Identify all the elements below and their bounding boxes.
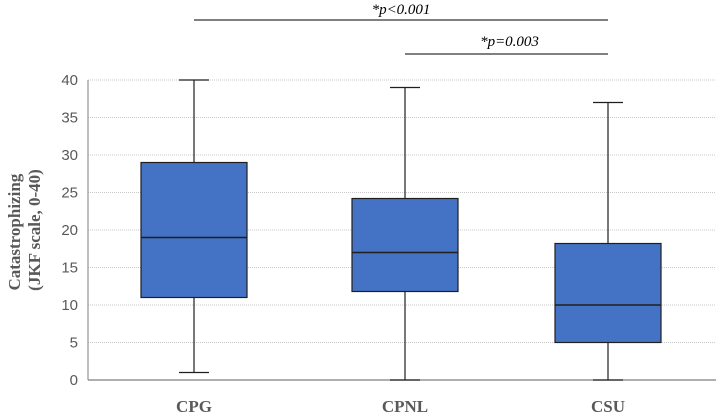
- iqr-box: [351, 197, 459, 293]
- iqr-box: [140, 161, 248, 299]
- category-labels: CPG CPNL CSU: [176, 397, 625, 414]
- significance-label: *p<0.001: [372, 2, 431, 18]
- box-csu: [554, 101, 662, 381]
- y-axis-label-line-1: Catastrophizing: [5, 173, 24, 290]
- boxes: [140, 79, 662, 381]
- y-tick-label: 30: [61, 147, 78, 164]
- significance-annotations: *p<0.001 *p=0.003: [194, 2, 608, 55]
- y-axis-ticks: 0 5 10 15 20 25 30 35 40: [61, 72, 78, 389]
- box-cpg: [140, 79, 248, 374]
- box-cpnl: [351, 86, 459, 381]
- category-label-csu: CSU: [591, 397, 625, 414]
- significance-label: *p=0.003: [480, 34, 539, 50]
- y-tick-label: 40: [61, 72, 78, 89]
- y-axis-label: Catastrophizing (JKF scale, 0-40): [5, 169, 44, 291]
- y-axis-label-line-2: (JKF scale, 0-40): [25, 169, 44, 291]
- category-label-cpnl: CPNL: [382, 397, 428, 414]
- y-tick-label: 25: [61, 185, 78, 202]
- category-label-cpg: CPG: [176, 397, 212, 414]
- y-tick-label: 35: [61, 110, 78, 127]
- iqr-box: [554, 242, 662, 344]
- y-tick-label: 5: [70, 335, 78, 352]
- y-tick-label: 15: [61, 260, 78, 277]
- y-tick-label: 20: [61, 222, 78, 239]
- y-tick-label: 0: [70, 372, 78, 389]
- y-tick-label: 10: [61, 297, 78, 314]
